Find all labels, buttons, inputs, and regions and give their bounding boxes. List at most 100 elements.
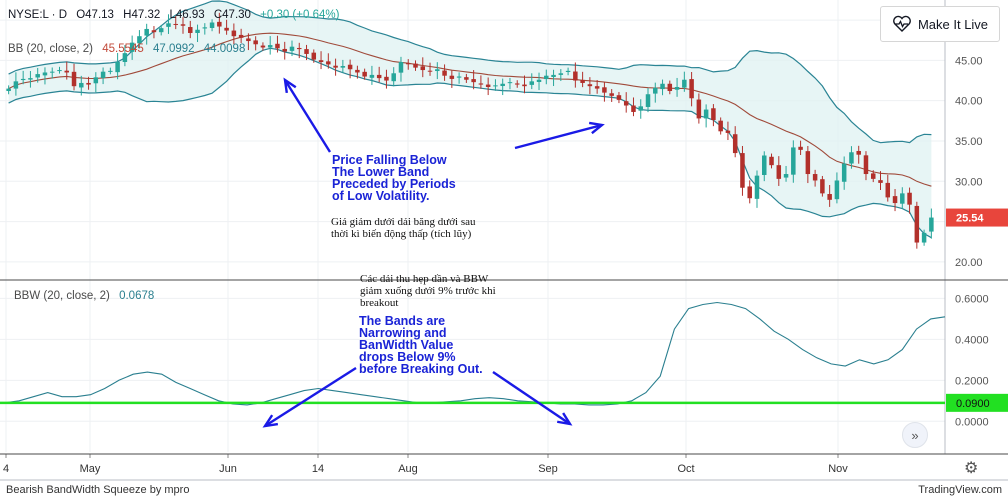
bb-band-fill <box>8 1 932 238</box>
annotation-line: breakout <box>360 297 399 309</box>
candle-body <box>173 23 178 25</box>
candle-body <box>653 87 658 94</box>
price-axis-tick: 45.00 <box>955 55 983 67</box>
candle-body <box>369 74 375 78</box>
last-price-badge <box>946 208 1008 227</box>
bb-lower-line <box>8 47 932 239</box>
candle-body <box>791 147 796 175</box>
candle-body <box>347 64 353 70</box>
annotation-line: Các dải thu hẹp dần và BBW <box>360 273 489 285</box>
candle-body <box>747 186 752 199</box>
candle-body <box>674 86 680 90</box>
x-axis-tick: Sep <box>538 463 558 475</box>
double-chevron-right-icon: » <box>911 427 919 443</box>
candle-body <box>217 21 222 27</box>
candle-body <box>355 69 360 73</box>
candle-body <box>834 180 840 200</box>
annotation-bands-narrowing: The Bands are Narrowing and BanWidth Val… <box>359 315 483 376</box>
candle-body <box>449 75 455 79</box>
bb-upper-line <box>8 0 932 144</box>
candle-body <box>493 85 498 87</box>
candle-body <box>158 28 164 33</box>
candle-body <box>660 83 665 90</box>
candle-body <box>166 23 171 27</box>
candle-body <box>696 99 702 119</box>
bbw-axis-tick: 0.6000 <box>955 293 989 305</box>
candle-body <box>318 60 324 62</box>
candle-body <box>711 108 716 121</box>
candle-body <box>478 83 484 85</box>
make-it-live-label: Make It Live <box>917 16 989 32</box>
annotation-line: Narrowing and <box>359 326 447 340</box>
candle-body <box>514 83 520 85</box>
candle-body <box>260 45 266 48</box>
candle-body <box>311 52 317 60</box>
gear-icon[interactable]: ⚙ <box>964 460 979 477</box>
symbol-legend: NYSE:L · D O47.13 H47.32 L46.93 C47.30 +… <box>8 9 345 21</box>
candle-body <box>769 156 774 166</box>
candle-body <box>522 84 527 87</box>
price-axis-tick: 20.00 <box>955 257 983 269</box>
footer-brand[interactable]: TradingView.com <box>918 484 1002 496</box>
candle-body <box>594 86 600 89</box>
candle-body <box>900 193 905 204</box>
candle-body <box>122 53 128 62</box>
candle-body <box>805 151 811 175</box>
candle-body <box>333 65 338 68</box>
threshold-label: 0.0900 <box>956 398 990 410</box>
candle-body <box>551 74 556 77</box>
last-price-label: 25.54 <box>956 213 984 225</box>
candle-body <box>115 62 120 73</box>
bb-legend[interactable]: BB (20, close, 2) 45.5545 47.0992 44.009… <box>8 43 251 55</box>
candle-body <box>413 63 418 68</box>
candle-body <box>827 194 832 200</box>
annotation-line: Preceded by Periods <box>332 177 456 191</box>
candle-body <box>13 81 19 89</box>
heart-pulse-icon <box>893 15 911 32</box>
candle-body <box>507 82 513 84</box>
bbw-legend[interactable]: BBW (20, close, 2) 0.0678 <box>14 290 160 302</box>
make-it-live-button[interactable]: Make It Live <box>880 6 1000 42</box>
candle-body <box>638 106 643 111</box>
x-axis-tick: 4 <box>3 463 9 475</box>
bbw-line <box>4 301 946 406</box>
candle-body <box>144 28 149 36</box>
candle-body <box>878 180 883 183</box>
bbw-axis-tick: 0.2000 <box>955 375 989 387</box>
footer-idea-title[interactable]: Bearish BandWidth Squeeze by mpro <box>6 484 190 496</box>
candle-body <box>849 152 854 164</box>
annotation-line: before Breaking Out. <box>359 362 483 376</box>
candle-body <box>718 120 723 132</box>
candle-body <box>362 71 367 77</box>
x-axis-tick: May <box>80 463 101 475</box>
candle-body <box>841 163 847 182</box>
bb-label: BB (20, close, 2) <box>8 43 94 55</box>
candle-body <box>64 70 70 73</box>
candle-body <box>209 22 215 28</box>
candle-body <box>6 88 11 92</box>
candle-body <box>427 70 433 72</box>
price-change: +0.30 (+0.64%) <box>260 9 340 21</box>
bbw-axis-tick: 0.4000 <box>955 334 989 346</box>
candle-body <box>565 70 571 72</box>
candle-body <box>682 79 687 88</box>
candle-body <box>238 34 244 38</box>
candle-body <box>420 66 426 71</box>
candle-body <box>71 71 77 87</box>
scroll-to-realtime-button[interactable]: » <box>902 422 928 448</box>
candle-body <box>202 27 208 29</box>
candle-body <box>108 70 113 72</box>
annotation-vietnamese-2: Các dải thu hẹp dần và BBW giảm xuống dư… <box>360 273 496 309</box>
candle-body <box>921 232 927 243</box>
candle-body <box>783 174 789 178</box>
bb-upper-value: 47.0992 <box>153 43 195 55</box>
candle-body <box>856 150 861 155</box>
candle-body <box>282 48 287 52</box>
candle-body <box>798 146 803 150</box>
candle-body <box>892 196 898 204</box>
candle-body <box>28 78 33 80</box>
candle-body <box>384 76 389 81</box>
symbol-name[interactable]: NYSE:L · D <box>8 9 68 21</box>
candle-body <box>812 174 818 181</box>
